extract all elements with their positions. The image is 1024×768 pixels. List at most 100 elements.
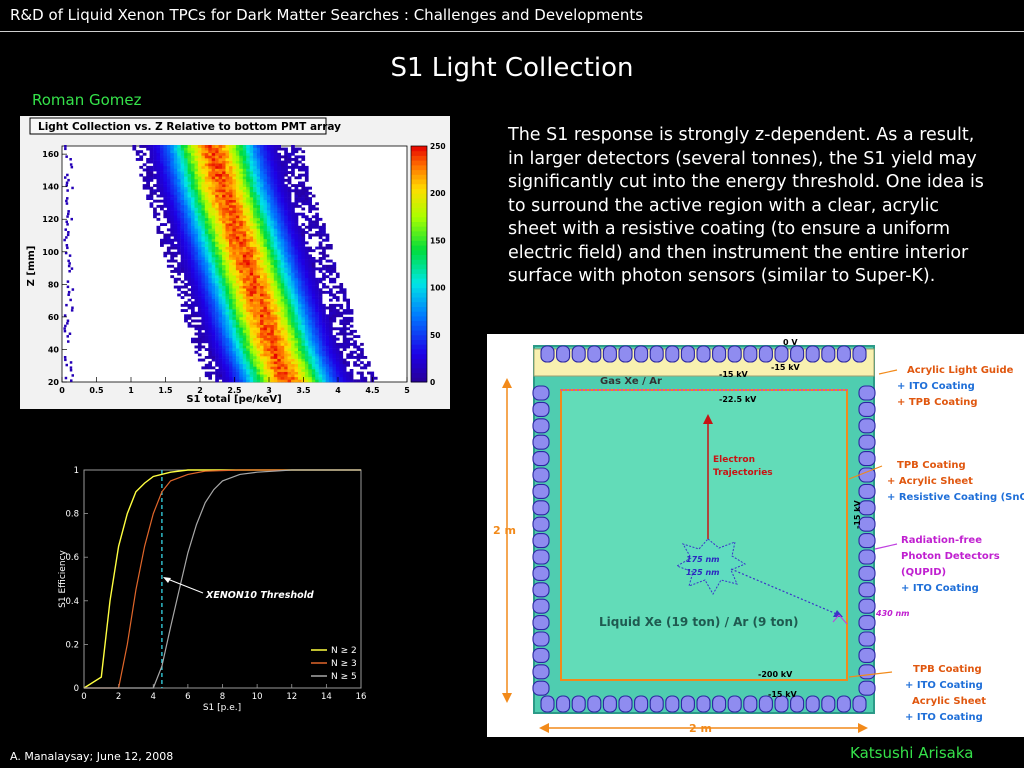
heatmap-cell bbox=[260, 306, 264, 310]
heatmap-cell bbox=[239, 290, 243, 294]
heatmap-cell bbox=[211, 249, 216, 253]
heatmap-cell bbox=[229, 212, 233, 216]
heatmap-cell bbox=[315, 246, 319, 250]
heatmap-cell bbox=[194, 163, 199, 167]
heatmap-cell bbox=[280, 311, 285, 315]
heatmap-cell bbox=[211, 283, 216, 286]
heatmap-cell bbox=[266, 215, 271, 219]
heatmap-cell bbox=[284, 363, 288, 367]
heatmap-cell bbox=[284, 259, 288, 263]
heatmap-cell bbox=[197, 168, 202, 172]
heatmap-cell bbox=[253, 176, 257, 180]
heatmap-cell bbox=[284, 257, 288, 260]
heatmap-cell bbox=[298, 293, 302, 297]
heatmap-cell bbox=[146, 176, 150, 180]
heatmap-cell bbox=[308, 379, 312, 383]
heatmap-cell bbox=[335, 303, 340, 307]
heatmap-cell bbox=[256, 210, 261, 213]
heatmap-cell bbox=[284, 376, 288, 380]
heatmap-cell bbox=[280, 366, 285, 370]
heatmap-cell bbox=[266, 178, 271, 182]
heatmap-cell bbox=[263, 150, 268, 154]
heatmap-cell bbox=[156, 171, 161, 174]
heatmap-cell bbox=[301, 280, 306, 284]
efficiency-x-tick: 10 bbox=[252, 692, 263, 702]
heatmap-cell bbox=[253, 280, 257, 284]
heatmap-cell bbox=[218, 371, 223, 375]
heatmap-cell bbox=[201, 314, 206, 318]
heatmap-cell bbox=[260, 158, 264, 161]
heatmap-cell bbox=[211, 165, 216, 169]
heatmap-cell bbox=[204, 251, 209, 255]
heatmap-cell bbox=[184, 210, 188, 213]
heatmap-cell bbox=[284, 316, 288, 320]
heatmap-cell bbox=[225, 254, 230, 258]
heatmap-cell bbox=[194, 150, 199, 154]
heatmap-cell bbox=[177, 220, 181, 224]
heatmap-cell bbox=[304, 350, 309, 354]
heatmap-cell bbox=[325, 324, 330, 328]
photon-detector-top bbox=[821, 345, 836, 363]
heatmap-cell bbox=[197, 160, 202, 164]
heatmap-cell bbox=[208, 165, 212, 169]
heatmap-cell bbox=[225, 212, 230, 216]
heatmap-cell bbox=[229, 184, 233, 187]
efficiency-series bbox=[83, 469, 361, 689]
series-n3-line bbox=[84, 469, 361, 689]
heatmap-cell bbox=[235, 199, 240, 203]
heatmap-cell bbox=[222, 356, 226, 359]
heatmap-cell bbox=[329, 329, 333, 333]
heatmap-cell bbox=[173, 145, 178, 148]
heatmap-cell bbox=[280, 379, 285, 383]
heatmap-cell bbox=[242, 191, 247, 195]
heatmap-cell bbox=[222, 314, 226, 318]
heatmap-cell bbox=[249, 173, 254, 177]
heatmap-cell bbox=[291, 366, 295, 370]
heatmap-cell bbox=[273, 165, 278, 169]
heatmap-cell bbox=[180, 207, 185, 211]
heatmap-cell bbox=[153, 215, 157, 219]
heatmap-cell bbox=[180, 145, 185, 148]
heatmap-cell bbox=[191, 165, 195, 169]
heatmap-cell bbox=[191, 311, 195, 315]
heatmap-cell bbox=[277, 293, 281, 297]
heatmap-cell bbox=[225, 176, 230, 180]
heatmap-cell bbox=[284, 348, 288, 351]
heatmap-cell bbox=[263, 163, 268, 167]
heatmap-cell bbox=[311, 363, 316, 367]
heatmap-cell bbox=[318, 329, 323, 333]
heatmap-cell bbox=[273, 285, 278, 289]
heatmap-cell bbox=[201, 283, 206, 286]
heatmap-cell bbox=[222, 376, 226, 380]
heatmap-chart: Light Collection vs. Z Relative to botto… bbox=[20, 116, 450, 409]
heatmap-cell bbox=[246, 171, 250, 174]
heatmap-cell bbox=[260, 324, 264, 328]
heatmap-cell bbox=[315, 329, 319, 333]
heatmap-cell bbox=[273, 371, 278, 375]
heatmap-cell bbox=[353, 345, 357, 349]
heatmap-cell bbox=[249, 379, 254, 383]
heatmap-cell bbox=[284, 371, 288, 375]
heatmap-cell bbox=[356, 371, 361, 375]
width-arrow-left bbox=[539, 723, 549, 733]
heatmap-cell bbox=[315, 215, 319, 219]
heatmap-cell bbox=[173, 217, 178, 221]
heatmap-cell bbox=[260, 223, 264, 226]
heatmap-cell bbox=[170, 202, 175, 206]
heatmap-cell bbox=[239, 158, 243, 161]
callout-acrylic-line bbox=[878, 369, 898, 375]
heatmap-cell bbox=[156, 163, 161, 167]
heatmap-cell bbox=[304, 165, 309, 169]
heatmap-cell bbox=[266, 280, 271, 284]
heatmap-cell bbox=[266, 176, 271, 180]
heatmap-cell bbox=[273, 358, 278, 362]
colorbar-segment bbox=[411, 240, 427, 246]
heatmap-cell bbox=[211, 296, 216, 299]
heatmap-cell bbox=[308, 376, 312, 380]
heatmap-cell bbox=[191, 264, 195, 268]
colorbar-segment bbox=[411, 221, 427, 227]
heatmap-cell bbox=[222, 337, 226, 341]
heatmap-cell bbox=[284, 262, 288, 266]
heatmap-cell bbox=[253, 342, 257, 346]
heatmap-cell bbox=[194, 145, 199, 148]
